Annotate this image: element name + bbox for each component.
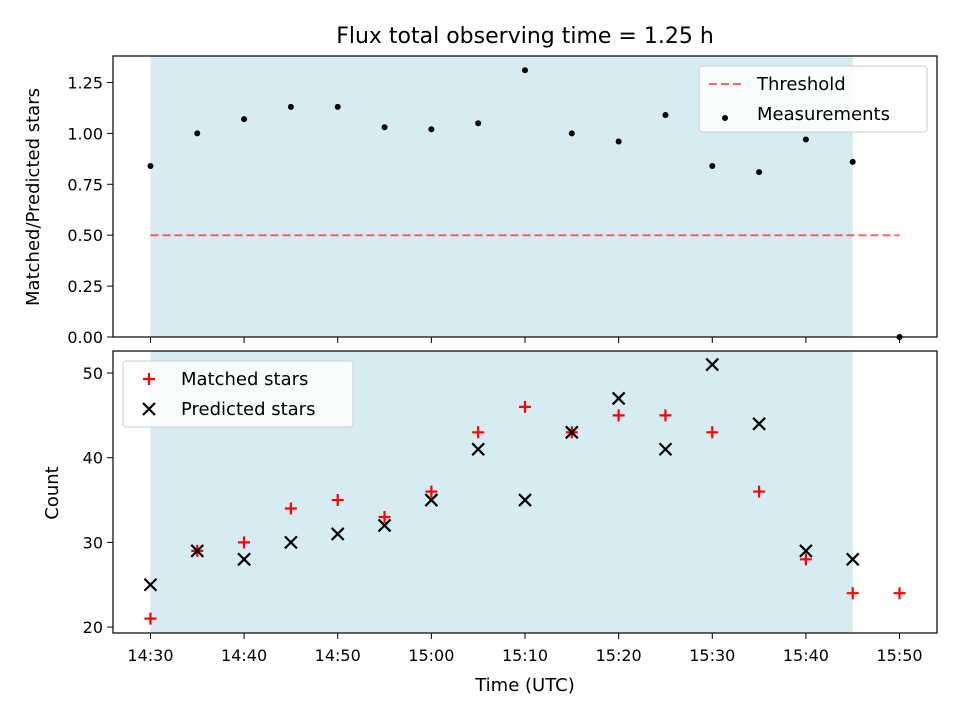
matched-stars-point [753,485,766,498]
y-tick-label: 0.75 [67,175,103,194]
y-tick-label: 0.00 [67,328,103,347]
measurements-point [287,103,294,110]
top-y-axis-label: Matched/Predicted stars [23,88,44,306]
measurements-point [709,162,716,169]
predicted-stars-point [752,417,766,431]
predicted-stars-legend-label: Predicted stars [181,399,315,420]
predicted-stars-point [565,425,579,440]
matched-stars-legend-label: Matched stars [181,369,308,390]
measurements-point [334,103,341,110]
predicted-stars-point [705,357,720,372]
measurements-point [568,130,575,137]
predicted-stars-point [143,577,158,592]
legend-box [698,65,928,133]
measurements-point [802,136,809,143]
matched-stars-point [799,553,812,566]
x-tick-label: 15:30 [689,646,735,665]
legend-box [122,360,354,428]
y-tick-label: 1.25 [67,73,103,92]
predicted-stars-legend-swatch [142,402,156,416]
matched-stars-point [284,502,297,515]
measurements-point [662,112,669,119]
measurements-point [241,116,248,123]
predicted-stars-point [237,552,251,567]
predicted-stars-point [845,552,860,567]
measurements-point [428,126,435,133]
predicted-stars-point [284,535,298,550]
matched-stars-point [425,485,438,498]
predicted-stars-point [424,493,439,507]
legend: Threshold Measurements [698,65,928,133]
y-tick-label: 50 [83,364,103,383]
predicted-stars-point [658,442,673,457]
measurements-point [849,158,856,165]
measurements-point [756,169,763,176]
y-tick-label: 0.50 [67,226,103,245]
matched-stars-point [893,587,906,600]
y-tick-label: 20 [83,618,103,637]
measurements-point [147,162,154,169]
matched-stars-point [706,426,719,439]
y-tick-label: 30 [83,533,103,552]
measurements-legend-swatch [722,115,728,121]
matched-stars-point [331,494,344,507]
matched-stars-point [378,510,391,523]
predicted-stars-point [611,391,626,406]
measurements-legend-label: Measurements [757,104,890,125]
y-tick-label: 1.00 [67,124,103,143]
matched-stars-point [472,426,485,439]
matched-stars-point [144,612,157,625]
x-tick-label: 15:50 [876,646,922,665]
matched-stars-point [846,587,859,600]
predicted-stars-point [799,544,813,558]
y-tick-label: 0.25 [67,277,103,296]
y-tick-label: 40 [83,449,103,468]
matched-stars-point [659,409,672,422]
x-tick-label: 15:10 [502,646,548,665]
threshold-legend-label: Threshold [756,74,846,95]
measurements-point [522,67,528,74]
bottom-y-axis-label: Count [42,466,63,519]
x-tick-label: 14:40 [221,646,267,665]
matched-stars-point [519,400,531,413]
x-axis-label: Time (UTC) [474,675,575,696]
x-tick-label: 14:30 [127,646,173,665]
x-tick-label: 15:20 [596,646,642,665]
measurements-point [381,124,388,131]
x-tick-label: 15:40 [783,646,829,665]
legend: Matched stars Predicted stars [122,360,354,428]
predicted-stars-point [471,442,485,457]
chart-title: Flux total observing time = 1.25 h [336,24,714,49]
measurements-point [194,130,201,137]
measurements-point [475,120,482,127]
x-tick-label: 14:50 [315,646,361,665]
predicted-stars-point [518,493,532,507]
matched-stars-point [238,536,251,549]
measurements-point [615,138,622,145]
matched-stars-legend-swatch [143,373,155,385]
predicted-stars-point [190,544,205,558]
matched-stars-point [612,409,625,422]
predicted-stars-point [377,518,392,533]
predicted-stars-point [330,527,345,541]
x-tick-label: 15:00 [408,646,454,665]
